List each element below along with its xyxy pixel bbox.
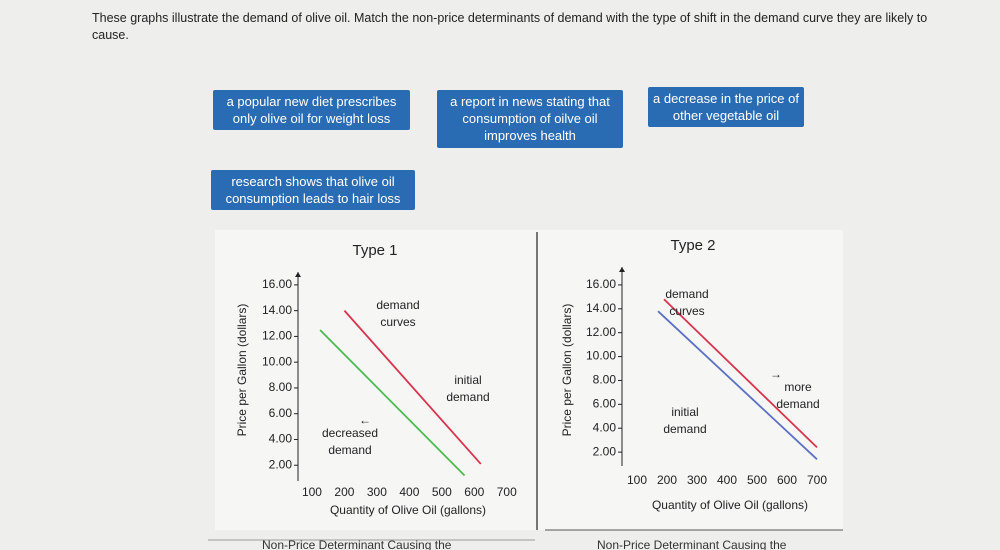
- y-tick-label: 8.00: [269, 380, 293, 394]
- x-axis-label: Quantity of Olive Oil (gallons): [652, 498, 808, 512]
- demand-curve: [343, 310, 482, 465]
- y-tick-label: 6.00: [593, 397, 617, 411]
- y-tick-label: 14.00: [262, 303, 292, 317]
- y-tick-label: 12.00: [262, 329, 292, 343]
- x-tick-label: 600: [777, 473, 797, 487]
- x-tick-label: 300: [367, 485, 387, 499]
- answer-card[interactable]: a report in news stating that consumptio…: [437, 90, 623, 148]
- answer-card[interactable]: a decrease in the price of other vegetab…: [648, 87, 804, 127]
- y-axis-label: Price per Gallon (dollars): [560, 304, 574, 437]
- annotation: demand curves: [665, 287, 709, 318]
- y-tick-label: 10.00: [262, 354, 292, 368]
- x-tick-label: 600: [464, 485, 484, 499]
- y-tick-label: 2.00: [269, 457, 293, 471]
- demand-curve: [657, 310, 818, 460]
- x-tick-label: 500: [432, 485, 452, 499]
- x-tick-label: 200: [334, 485, 354, 499]
- answer-card[interactable]: a popular new diet prescribes only olive…: [213, 90, 410, 130]
- x-tick-label: 700: [807, 473, 827, 487]
- shift-arrow: ←: [359, 413, 371, 427]
- demand-curve: [663, 298, 818, 448]
- annotation: initial demand: [446, 373, 490, 404]
- y-tick-label: 12.00: [586, 325, 616, 339]
- x-axis-label: Quantity of Olive Oil (gallons): [330, 503, 486, 517]
- x-tick-label: 200: [657, 473, 677, 487]
- demand-curve: [319, 329, 466, 477]
- x-tick-label: 500: [747, 473, 767, 487]
- x-tick-label: 100: [302, 485, 322, 499]
- x-tick-label: 400: [399, 485, 419, 499]
- y-tick-label: 8.00: [593, 373, 617, 387]
- x-tick-label: 100: [627, 473, 647, 487]
- y-tick-label: 16.00: [262, 277, 292, 291]
- y-tick-label: 14.00: [586, 301, 616, 315]
- drop-zone[interactable]: Non-Price Determinant Causing the: [597, 538, 787, 550]
- y-tick-label: 2.00: [593, 444, 617, 458]
- drop-zone[interactable]: Non-Price Determinant Causing the: [262, 538, 452, 550]
- x-tick-label: 300: [687, 473, 707, 487]
- annotation: demand curves: [376, 298, 420, 329]
- chart-title: Type 1: [352, 242, 397, 259]
- y-tick-label: 16.00: [586, 277, 616, 291]
- annotation: more demand: [776, 380, 820, 411]
- annotation: initial demand: [663, 405, 707, 436]
- answer-card[interactable]: research shows that olive oil consumptio…: [211, 170, 415, 210]
- chart-title: Type 2: [670, 237, 715, 254]
- shift-arrow: →: [770, 367, 782, 381]
- y-axis-label: Price per Gallon (dollars): [235, 304, 249, 437]
- axis-arrow: [295, 272, 301, 277]
- x-tick-label: 700: [497, 485, 517, 499]
- y-tick-label: 4.00: [593, 420, 617, 434]
- annotation: decreased demand: [321, 426, 379, 457]
- y-tick-label: 6.00: [269, 406, 293, 420]
- instructions: These graphs illustrate the demand of ol…: [92, 11, 928, 42]
- chart-panel: [215, 230, 843, 530]
- y-tick-label: 10.00: [586, 349, 616, 363]
- y-tick-label: 4.00: [269, 432, 293, 446]
- x-tick-label: 400: [717, 473, 737, 487]
- axis-arrow: [619, 267, 625, 272]
